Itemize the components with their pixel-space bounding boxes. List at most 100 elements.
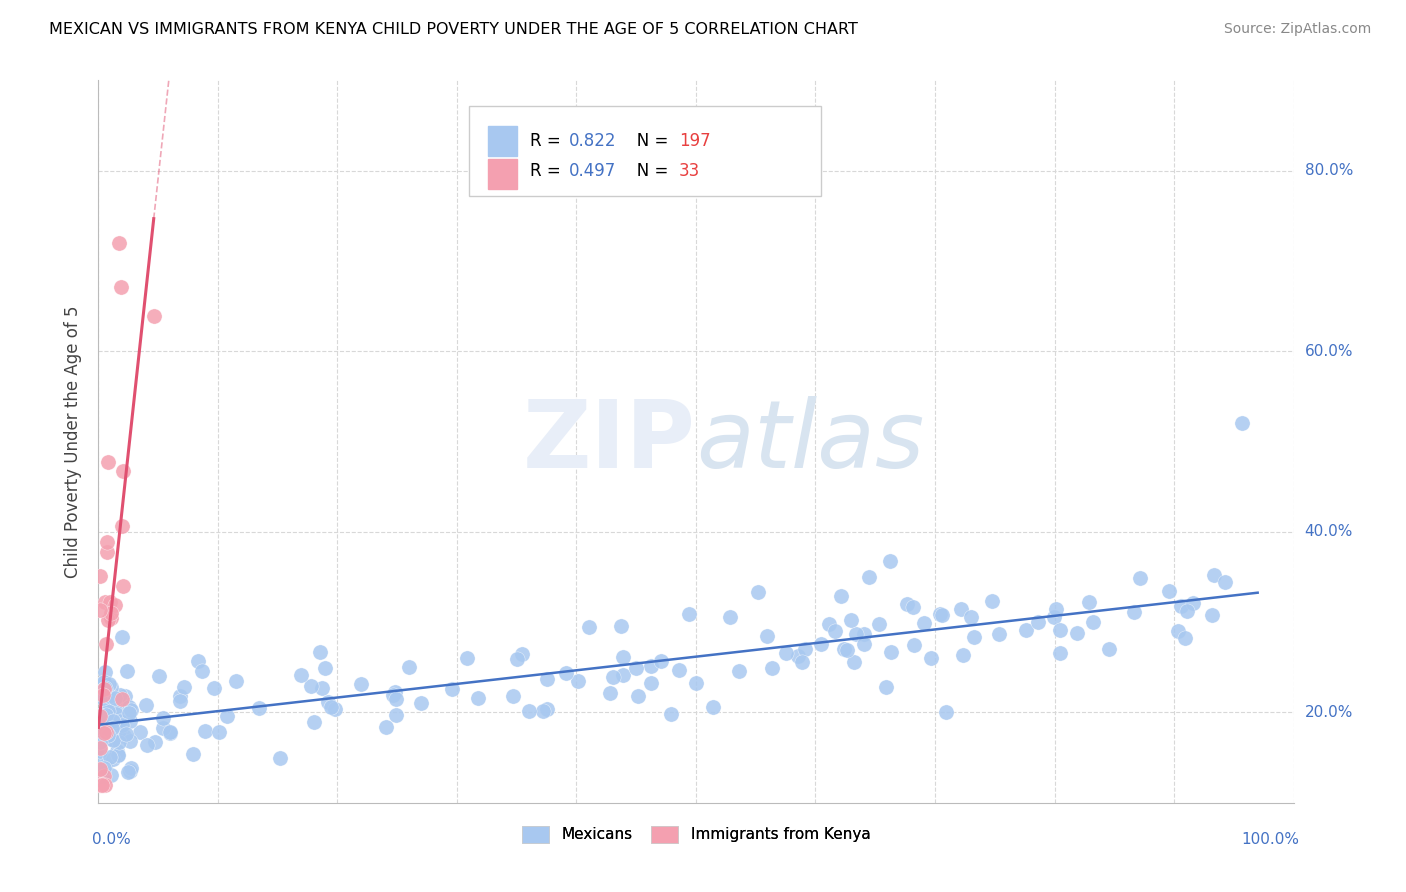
Point (1177, 604, 1199, 618)
Point (792, 656, 814, 670)
Point (685, 675, 707, 690)
Point (896, 598, 918, 612)
Point (117, 765, 139, 780)
Point (90, 778, 112, 792)
Point (105, 743, 128, 757)
Point (111, 630, 134, 644)
Point (1157, 584, 1180, 599)
Point (104, 691, 127, 706)
Point (411, 696, 433, 710)
Point (1232, 417, 1254, 431)
Point (148, 669, 170, 683)
Point (96, 707, 118, 722)
Point (90, 732, 112, 747)
Point (114, 729, 136, 743)
Point (1213, 575, 1236, 590)
Point (110, 714, 132, 728)
Point (100, 606, 122, 620)
Point (502, 689, 524, 703)
Point (145, 735, 167, 749)
Point (90, 769, 112, 783)
Point (384, 685, 406, 699)
Point (93, 675, 115, 690)
Point (94, 665, 117, 680)
Text: ZIP: ZIP (523, 395, 696, 488)
Point (91, 691, 114, 706)
Point (786, 649, 808, 664)
Point (118, 700, 141, 714)
Point (1204, 568, 1226, 582)
Point (1181, 596, 1204, 610)
Point (384, 692, 406, 706)
Point (929, 607, 952, 621)
Point (988, 627, 1011, 641)
Point (94, 778, 117, 792)
Point (89, 778, 111, 792)
Point (101, 731, 124, 746)
Text: 60.0%: 60.0% (1305, 343, 1353, 359)
Point (91, 778, 114, 792)
Point (152, 711, 174, 725)
Point (824, 624, 846, 638)
Point (108, 723, 131, 738)
Point (624, 660, 647, 674)
Point (93, 761, 115, 775)
Point (610, 619, 633, 633)
Point (108, 689, 131, 703)
Point (89, 713, 111, 727)
Point (578, 620, 600, 634)
Point (89, 762, 111, 776)
Point (90, 708, 112, 723)
Point (903, 638, 925, 652)
Point (321, 700, 343, 714)
Point (194, 723, 217, 738)
Point (98, 700, 121, 714)
Point (208, 724, 231, 739)
Point (962, 630, 984, 644)
Y-axis label: Child Poverty Under the Age of 5: Child Poverty Under the Age of 5 (63, 305, 82, 578)
Point (110, 280, 132, 294)
Point (152, 722, 174, 736)
Text: Source: ZipAtlas.com: Source: ZipAtlas.com (1223, 22, 1371, 37)
Point (858, 569, 880, 583)
Point (142, 309, 165, 323)
Point (853, 627, 876, 641)
Point (169, 689, 191, 703)
Point (839, 613, 862, 627)
Point (567, 673, 589, 688)
Point (467, 691, 489, 706)
Point (89, 741, 111, 756)
Point (117, 664, 139, 678)
Point (89, 778, 111, 792)
Point (135, 698, 157, 712)
Point (875, 680, 897, 694)
Point (853, 637, 876, 651)
Point (1026, 615, 1049, 629)
Point (1049, 646, 1071, 660)
Point (1098, 641, 1121, 656)
Point (104, 599, 127, 613)
Text: R =: R = (530, 162, 565, 180)
Point (91, 708, 114, 723)
Point (135, 738, 157, 752)
Point (794, 641, 817, 656)
Point (375, 720, 398, 734)
Text: 0.497: 0.497 (569, 162, 617, 180)
Point (1129, 571, 1152, 585)
Text: 100.0%: 100.0% (1241, 831, 1299, 847)
Text: 197: 197 (679, 132, 711, 150)
Point (118, 706, 141, 721)
Point (727, 664, 749, 678)
Text: 33: 33 (679, 162, 700, 180)
Point (101, 721, 124, 735)
Point (517, 705, 540, 719)
Point (302, 715, 325, 730)
Point (93, 681, 115, 696)
Point (100, 768, 122, 782)
Point (316, 695, 339, 709)
Point (640, 659, 662, 673)
Point (94, 759, 117, 773)
Point (385, 707, 408, 722)
Point (111, 579, 134, 593)
Point (89, 728, 111, 742)
